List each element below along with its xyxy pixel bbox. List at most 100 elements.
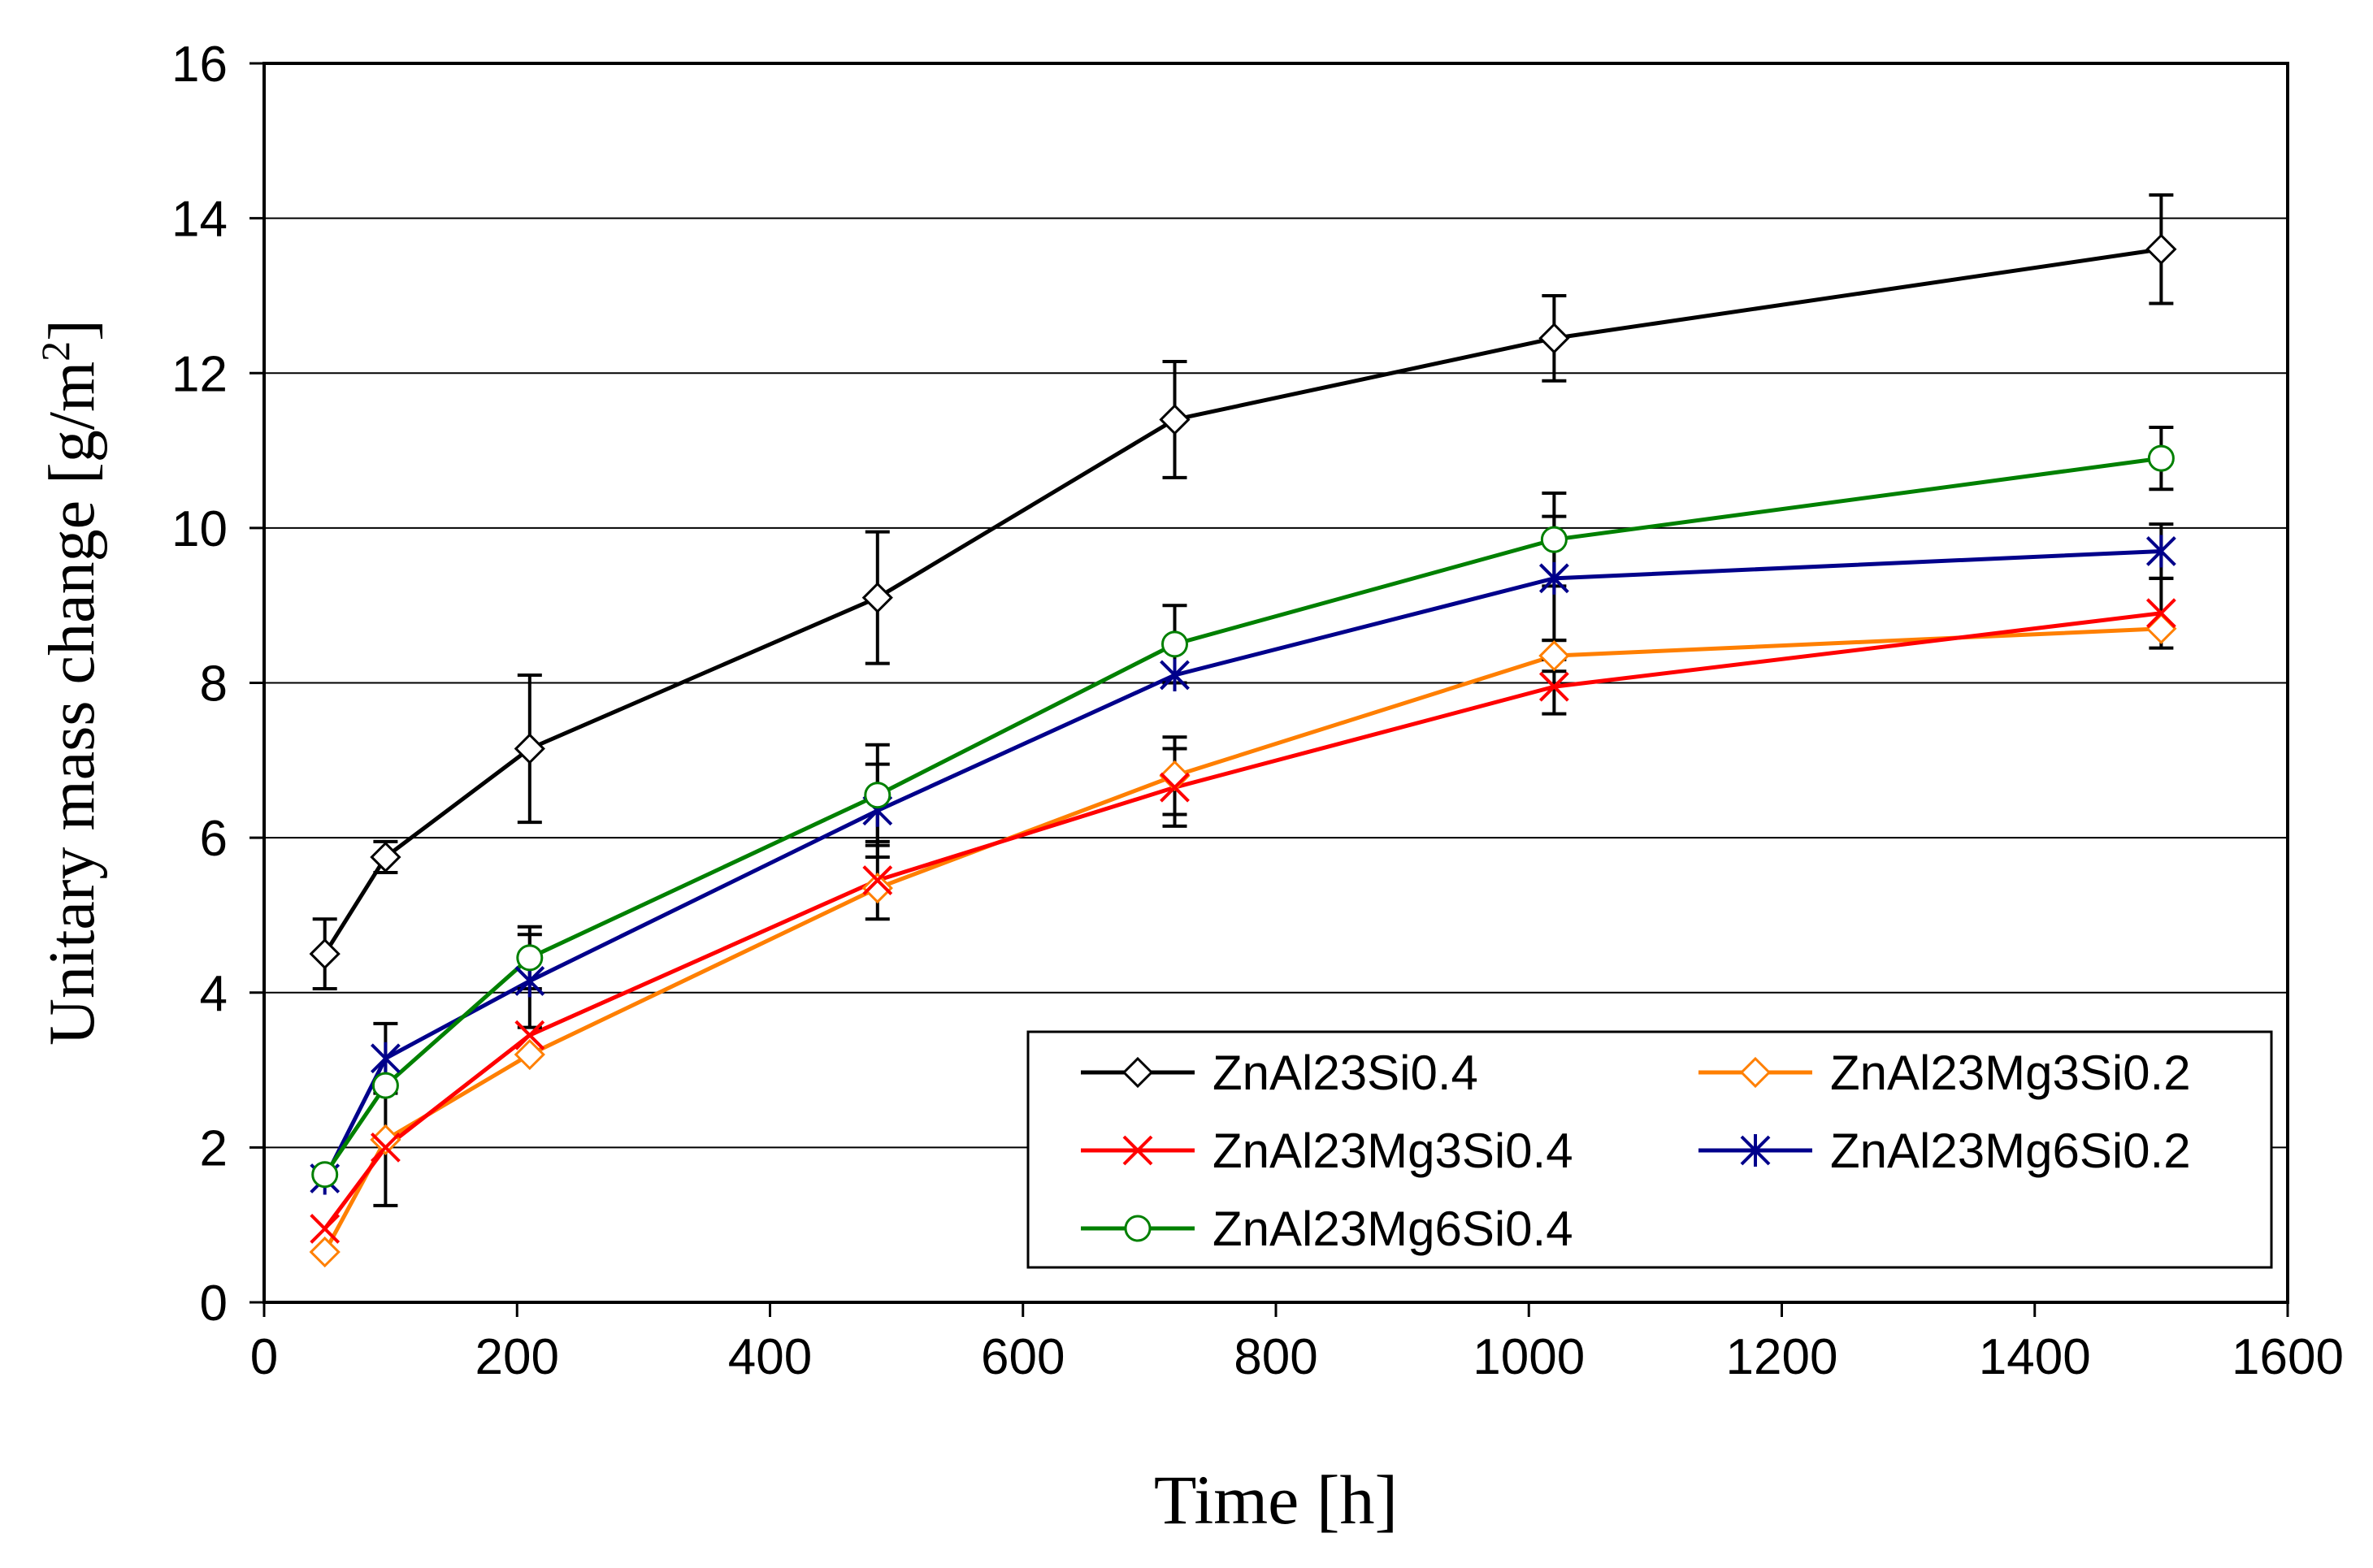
legend-label: ZnAl23Mg3Si0.4 [1213,1124,1573,1178]
x-tick-label: 800 [1234,1329,1317,1385]
data-point [370,1042,401,1075]
data-point-stroke [1538,671,1569,702]
data-point-shape [516,944,544,972]
error-bars-ZnAl23Mg6Si0.2 [373,514,2174,1095]
legend-marker-stroke [1122,1135,1153,1166]
x-tick-label: 600 [981,1329,1065,1385]
y-axis-title-close: ] [37,319,108,341]
data-point [2145,613,2177,644]
legend-marker-shape [1121,1056,1154,1089]
y-axis-title: Unitary mass change [g/m2] [33,319,108,1046]
data-point-stroke [514,1020,545,1050]
data-point-shape [370,1124,401,1155]
legend-marker-shape [1739,1056,1772,1089]
y-tick-label: 8 [200,656,228,713]
data-point [370,841,401,873]
data-point-stroke [310,1214,341,1244]
x-tick-label: 1600 [2232,1329,2344,1385]
legend-marker [1739,1056,1772,1089]
data-point [861,582,893,613]
data-point [370,1132,401,1163]
x-tick-label: 1200 [1726,1329,1838,1385]
y-axis-title-sup: 2 [33,341,78,362]
data-point-shape [311,1161,339,1189]
legend: ZnAl23Si0.4 ZnAl23Mg3Si0.2 ZnAl23Mg3Si0.4 Z… [1026,1030,2273,1269]
data-point [311,1161,339,1189]
data-point-shape [514,733,545,765]
data-point [861,872,893,904]
y-tick-label: 2 [200,1120,228,1176]
markers-ZnAl23Mg3Si0.4 [310,598,2176,1244]
data-point [2147,444,2175,472]
legend-item: ZnAl23Mg6Si0.4 [1081,1202,1573,1256]
legend-marker [1740,1134,1771,1167]
y-tick-label: 12 [171,346,228,402]
legend-label: ZnAl23Si0.4 [1213,1046,1478,1100]
series-layer [309,193,2177,1268]
y-tick-label: 6 [200,811,228,867]
legend-marker [1122,1135,1153,1166]
legend-item: ZnAl23Mg3Si0.4 [1081,1124,1573,1178]
markers-ZnAl23Mg6Si0.4 [311,444,2175,1189]
legend-label: ZnAl23Mg6Si0.2 [1830,1124,2191,1178]
legend-label: ZnAl23Mg6Si0.4 [1213,1202,1573,1256]
data-point [516,944,544,972]
data-point [2145,598,2176,629]
legend-item: ZnAl23Mg3Si0.2 [1698,1046,2191,1100]
error-bars-ZnAl23Si0.4 [312,193,2174,990]
data-point-shape [514,1038,545,1071]
data-point [1538,561,1569,595]
error-bars-ZnAl23Mg6Si0.4 [517,425,2174,990]
data-point [514,733,545,765]
data-point [1540,526,1568,553]
x-axis-title: Time [h] [1154,1461,1398,1539]
data-point [1160,658,1190,691]
markers-ZnAl23Si0.4 [309,233,2177,970]
data-point [1538,671,1569,702]
y-tick-label: 4 [200,966,228,1022]
data-point [371,1072,399,1099]
legend-item: ZnAl23Mg6Si0.2 [1698,1124,2191,1178]
data-point-shape [861,872,893,904]
legend-item: ZnAl23Si0.4 [1081,1046,1478,1100]
data-point [1159,404,1191,435]
data-point-shape [1538,640,1570,672]
data-point-shape [1538,323,1570,354]
data-point [309,1236,341,1268]
axis-layer: 0 2 4 6 8 10 12 14 16 0 200 400 600 800 1000 1200 1400 16… [171,37,2344,1385]
data-point-stroke [2145,598,2176,629]
legend-marker-shape [1124,1215,1152,1242]
x-tick-label: 0 [250,1329,278,1385]
data-point-shape [2145,613,2177,644]
error-bars-ZnAl23Mg3Si0.2 [1162,639,1567,816]
y-tick-label: 14 [171,192,228,248]
data-point-shape [371,1072,399,1099]
data-point [2145,233,2177,265]
x-tick-label: 400 [728,1329,812,1385]
data-point [864,782,892,809]
data-point [1161,630,1188,658]
data-point-shape [864,782,892,809]
legend-marker [1124,1215,1152,1242]
y-tick-label: 10 [171,501,228,557]
data-point-stroke [370,1132,401,1163]
data-point [2145,535,2176,568]
data-point-shape [370,841,401,873]
data-point-shape [861,582,893,613]
data-point [310,1214,341,1244]
data-point-shape [309,1236,341,1268]
data-point-stroke [862,865,893,895]
grid-layer [264,217,2288,1149]
series-line [323,247,2162,955]
data-point [514,1038,545,1071]
data-point [514,1020,545,1050]
data-point [309,938,341,970]
data-point-shape [1540,526,1568,553]
x-tick-label: 1000 [1473,1329,1585,1385]
y-tick-label: 0 [200,1276,228,1332]
data-point [862,865,893,895]
data-point-shape [309,938,341,970]
legend-marker [1121,1056,1154,1089]
